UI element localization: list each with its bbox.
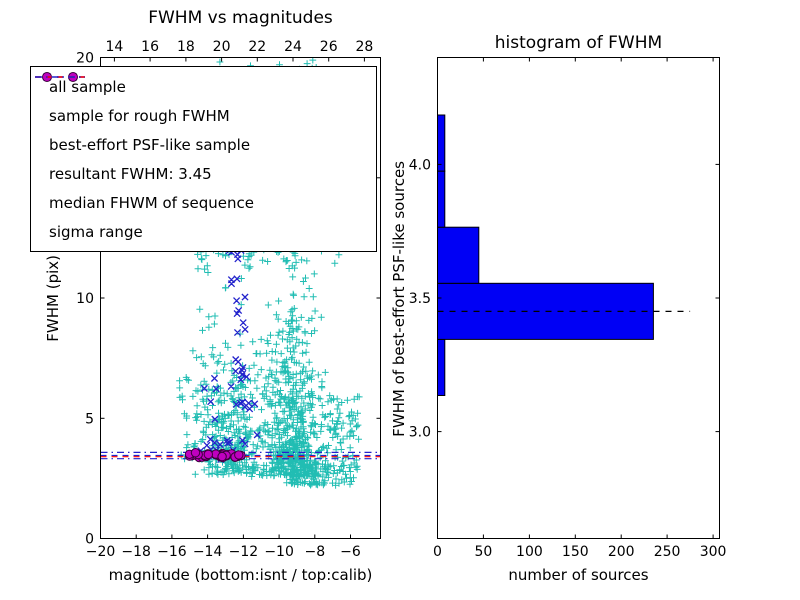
- legend-label: all sample: [49, 77, 126, 96]
- legend-line-sample: [35, 76, 85, 78]
- histogram-bar: [438, 226, 480, 284]
- legend-label: median FHWM of sequence: [49, 193, 254, 212]
- left-plot-ylabel: FWHM (pix): [44, 255, 62, 342]
- tick-label: 22: [248, 39, 266, 55]
- tick-label: 3.5: [409, 291, 431, 307]
- tick-label: 5: [85, 411, 94, 427]
- tick-label: −10: [264, 544, 294, 560]
- tick-label: 26: [320, 39, 338, 55]
- series-sample-for-rough-fwhm: [197, 242, 261, 464]
- tick-label: 28: [355, 39, 373, 55]
- histogram-bar: [438, 170, 446, 228]
- tick-label: 150: [562, 544, 589, 560]
- tick-label: 20: [213, 39, 231, 55]
- legend: all sample sample for rough FWHM best-effo…: [30, 66, 377, 252]
- series-best-effort-psf-like-sample: [184, 448, 246, 463]
- tick-label: 0: [85, 532, 94, 548]
- right-plot-ticks: 0 50 100 150 200 250 300 3.0 3.5 4.0: [409, 57, 727, 560]
- tick-label: −16: [157, 544, 187, 560]
- tick-label: 300: [700, 544, 727, 560]
- right-plot-title: histogram of FWHM: [494, 33, 663, 53]
- tick-label: 3.0: [409, 425, 431, 441]
- legend-entry-best-effort-psf-like-sample: best-effort PSF-like sample: [39, 72, 368, 159]
- fwhm-histogram-bars: [438, 114, 654, 396]
- tick-label: −14: [193, 544, 223, 560]
- tick-label: −6: [340, 544, 361, 560]
- histogram-bar: [438, 114, 446, 172]
- tick-label: 100: [516, 544, 543, 560]
- tick-label: −8: [304, 544, 325, 560]
- legend-label: resultant FWHM: 3.45: [49, 164, 212, 183]
- tick-label: 10: [76, 291, 94, 307]
- tick-label: 20: [76, 51, 94, 67]
- legend-entry-sample-for-rough-fwhm: sample for rough FWHM: [39, 73, 368, 130]
- legend-label: sample for rough FWHM: [49, 106, 230, 125]
- tick-label: −20: [86, 544, 116, 560]
- tick-label: −18: [121, 544, 151, 560]
- tick-label: −12: [229, 544, 259, 560]
- tick-label: 14: [105, 39, 123, 55]
- legend-label: best-effort PSF-like sample: [49, 135, 251, 154]
- tick-label: 0: [433, 544, 442, 560]
- tick-label: 4.0: [409, 157, 431, 173]
- tick-label: 250: [654, 544, 681, 560]
- left-plot-ticks: −20 −18 −16 −14 −12 −10 −8 −6 14 16 18 20 22 24 26 28 0 5…: [76, 39, 381, 560]
- tick-label: 18: [177, 39, 195, 55]
- legend-entry-resultant-fwhm-3-45: resultant FWHM: 3.45: [35, 76, 368, 188]
- right-plot-ylabel: FWHM of best-effort PSF-like sources: [390, 160, 408, 437]
- tick-label: 200: [608, 544, 635, 560]
- legend-entry-median-fhwm-of-sequence: median FHWM of sequence: [35, 76, 368, 217]
- left-plot-xlabel: magnitude (bottom:isnt / top:calib): [108, 566, 373, 584]
- legend-label: sigma range: [49, 222, 143, 241]
- tick-label: 24: [284, 39, 302, 55]
- tick-label: 16: [141, 39, 159, 55]
- legend-line-sample: [35, 76, 85, 78]
- left-plot-title: FWHM vs magnitudes: [148, 8, 333, 28]
- legend-entry-sigma-range: sigma range: [35, 76, 368, 246]
- right-plot-ylabel-box: FWHM of best-effort PSF-like sources: [390, 58, 408, 539]
- histogram-bar: [438, 338, 446, 396]
- tick-label: 50: [474, 544, 492, 560]
- right-plot-xlabel: number of sources: [508, 566, 649, 584]
